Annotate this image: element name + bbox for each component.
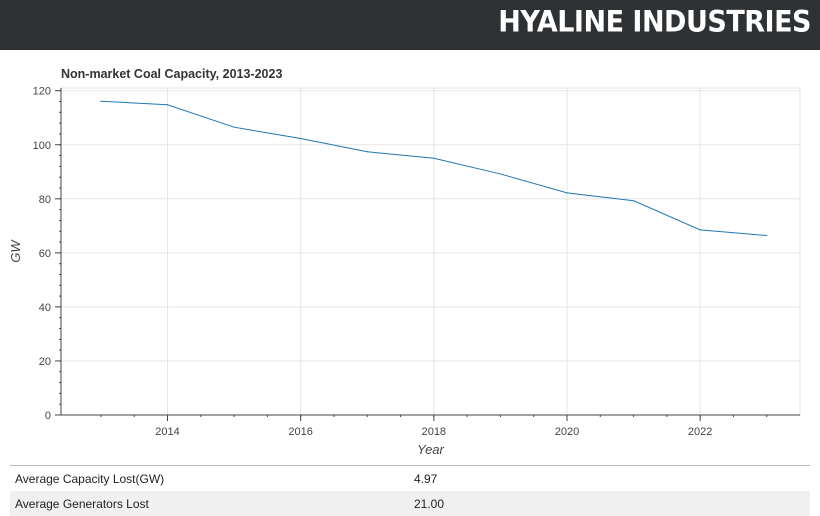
y-axis-title: GW [8,239,23,263]
y-tick-label: 80 [39,194,51,206]
data-point [566,192,568,194]
data-point [632,200,635,202]
chart-title: Non-market Coal Capacity, 2013-2023 [61,67,283,81]
data-point [766,234,768,237]
x-tick-label: 2020 [555,426,579,438]
stat-row-capacity-lost: Average Capacity Lost(GW) 4.97 [10,466,810,491]
data-point [300,137,302,140]
data-point [433,157,435,159]
stats-table: Average Capacity Lost(GW) 4.97 Average G… [10,465,810,516]
x-tick-label: 2022 [688,426,712,438]
x-axis-title: Year [417,442,444,457]
y-tick-label: 100 [33,140,51,152]
plot-area [60,87,801,416]
y-tick-label: 0 [45,410,51,422]
stat-row-generators-lost: Average Generators Lost 21.00 [10,491,810,516]
stat-value: 4.97 [414,472,438,486]
data-point [699,229,701,231]
brand-logo: HYALINE INDUSTRIES [498,5,811,40]
x-tick-label: 2018 [422,426,446,438]
y-tick-label: 20 [39,356,51,368]
y-tick-label: 60 [39,248,51,260]
y-tick-label: 120 [33,86,51,98]
stat-value: 21.00 [414,497,445,511]
data-point [499,173,502,175]
stat-label: Average Capacity Lost(GW) [15,472,165,486]
x-tick-label: 2014 [155,426,179,438]
x-tick-label: 2016 [288,426,312,438]
data-point [233,126,235,128]
y-tick-label: 40 [39,302,51,314]
line-chart: 0 20 40 60 80 100 120 2014 2016 2018 2020 2022 Year G… [8,86,801,457]
data-point [366,151,368,153]
data-point [100,100,102,102]
data-point [166,104,169,106]
stat-label: Average Generators Lost [15,497,149,511]
top-bar: HYALINE INDUSTRIES [0,0,820,50]
